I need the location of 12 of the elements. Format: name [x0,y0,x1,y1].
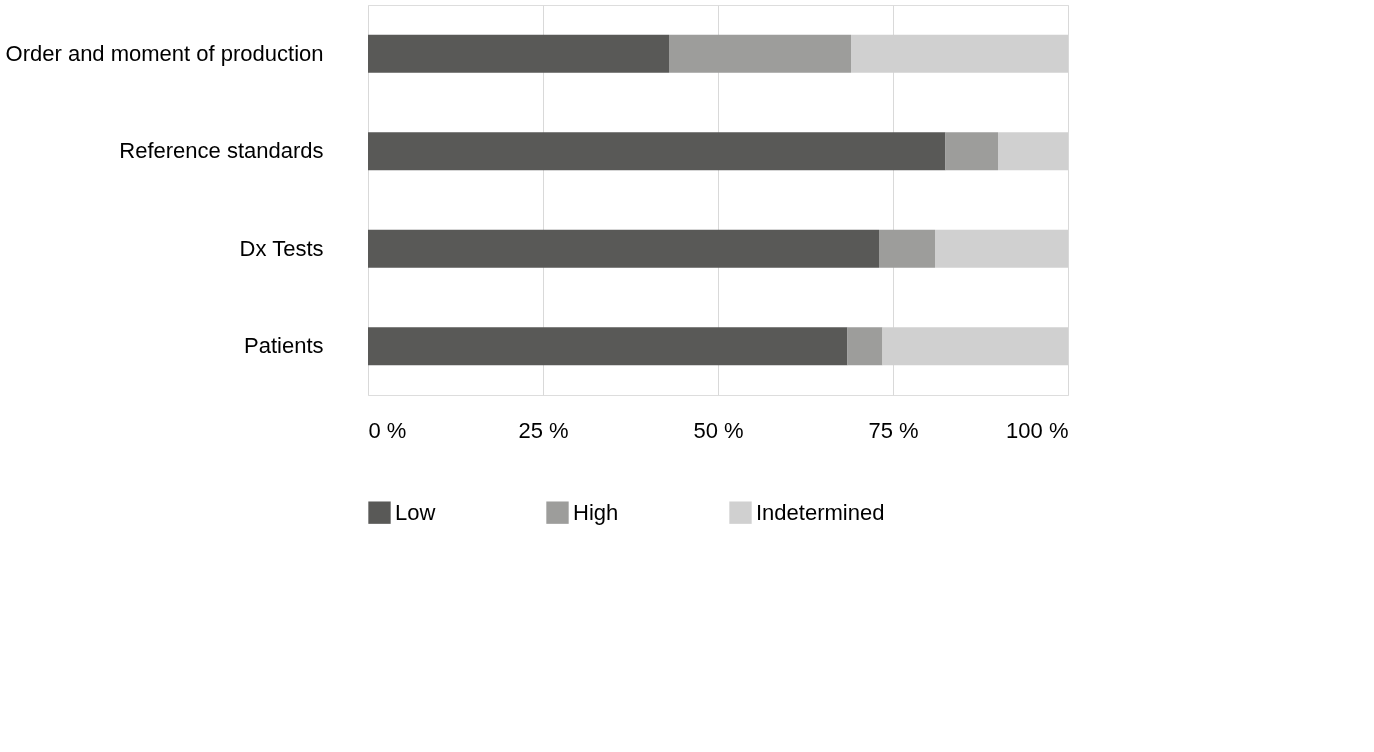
legend-label: Low [395,499,436,525]
legend-label: High [573,499,619,525]
y-tick-label: Patients [244,333,324,359]
y-tick-label: Dx Tests [239,235,324,261]
x-tick-label: 0 % [368,417,407,443]
legend-label: Indetermined [756,499,885,525]
y-tick-label: Order and moment of production [5,40,324,66]
x-tick-label: 25 % [518,417,569,443]
x-tick-label: 100 % [1006,417,1069,443]
x-tick-label: 75 % [868,417,919,443]
x-tick-label: 50 % [693,417,744,443]
y-tick-label: Reference standards [119,138,324,164]
